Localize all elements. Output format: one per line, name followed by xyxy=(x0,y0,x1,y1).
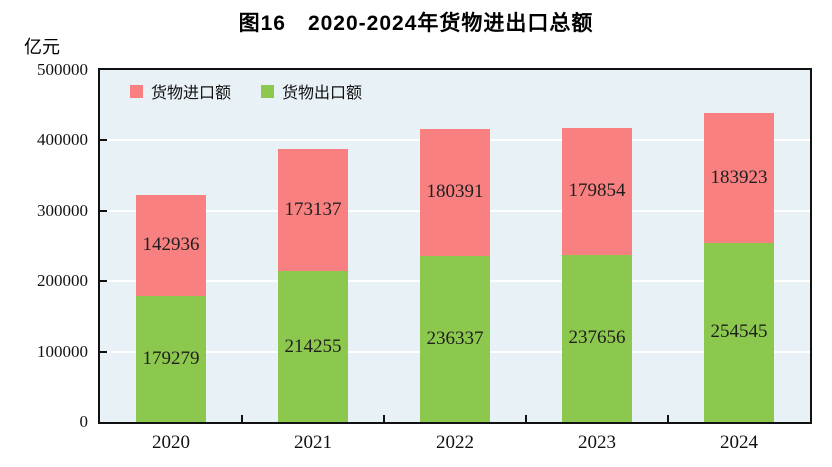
bar-segment-export xyxy=(278,271,348,422)
y-tick-mark xyxy=(100,280,107,283)
bar-segment-import xyxy=(278,149,348,272)
bar-segment-import xyxy=(420,128,490,256)
bar-segment-export xyxy=(562,254,632,422)
y-tick-label: 200000 xyxy=(37,271,88,291)
bar-value-label-import: 173137 xyxy=(284,199,342,221)
y-tick-mark xyxy=(100,350,107,353)
x-tick-label: 2024 xyxy=(720,432,758,453)
bar-segment-import xyxy=(562,128,632,255)
bar-segment-import xyxy=(704,113,774,243)
x-tick-label: 2022 xyxy=(436,432,474,453)
chart-title: 图16 2020-2024年货物进出口总额 xyxy=(238,12,594,35)
plot-area: 货物进口额 货物出口额 179279 142936 214255 173137 2363… xyxy=(98,68,812,424)
legend-item-export: 货物出口额 xyxy=(261,79,362,103)
bar-segment-export xyxy=(136,295,206,422)
x-tick-mark xyxy=(525,415,527,422)
y-axis-unit-label: 亿元 xyxy=(24,37,60,57)
bar-value-label-export: 214255 xyxy=(284,335,342,357)
bar-value-label-import: 183923 xyxy=(710,167,768,189)
y-tick-label: 100000 xyxy=(37,341,88,361)
bar-segment-import xyxy=(136,195,206,296)
bar-value-label-export: 237656 xyxy=(568,327,626,349)
x-tick-label: 2021 xyxy=(294,432,332,453)
y-tick-label: 0 xyxy=(79,412,89,431)
y-tick-label: 500000 xyxy=(37,60,88,79)
x-tick-mark xyxy=(241,415,243,422)
x-tick-mark xyxy=(667,415,669,422)
y-tick-mark xyxy=(100,139,107,142)
legend-item-import: 货物进口额 xyxy=(130,79,231,103)
bar-value-label-export: 254545 xyxy=(710,321,768,343)
y-tick-mark xyxy=(100,209,107,212)
bar-segment-export xyxy=(704,242,774,422)
bar-segment-export xyxy=(420,255,490,422)
x-tick-mark xyxy=(383,415,385,422)
y-tick-label: 300000 xyxy=(37,200,88,220)
bar-value-label-import: 179854 xyxy=(568,180,626,202)
bar-value-label-export: 179279 xyxy=(142,347,200,369)
legend-label-import: 货物进口额 xyxy=(151,85,232,102)
bar-value-label-import: 142936 xyxy=(142,234,200,256)
legend-swatch-import-icon xyxy=(130,84,143,98)
x-tick-label: 2020 xyxy=(152,432,190,453)
bar-value-label-import: 180391 xyxy=(426,181,484,203)
legend: 货物进口额 货物出口额 xyxy=(130,79,362,103)
legend-swatch-export-icon xyxy=(261,84,275,98)
bar-value-label-export: 236337 xyxy=(426,327,484,349)
legend-label-export: 货物出口额 xyxy=(282,85,363,102)
y-tick-label: 400000 xyxy=(37,130,88,150)
x-tick-label: 2023 xyxy=(578,432,616,453)
